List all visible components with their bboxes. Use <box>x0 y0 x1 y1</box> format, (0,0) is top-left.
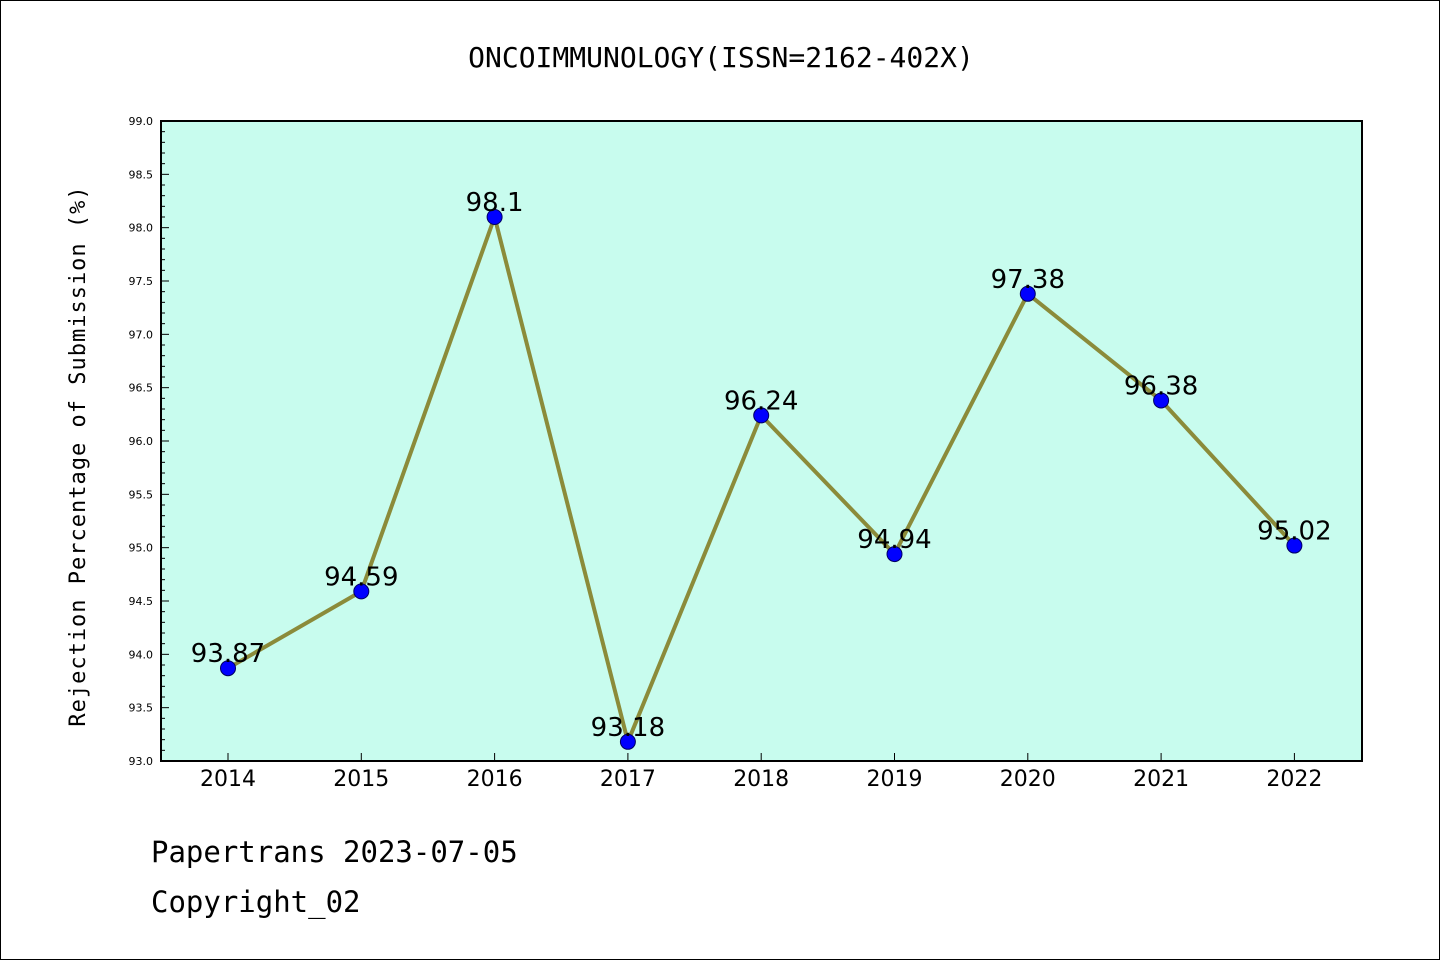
y-tick-label: 94.0 <box>129 648 154 661</box>
data-label: 93.87 <box>191 639 265 669</box>
data-label: 94.94 <box>857 525 931 555</box>
y-tick-label: 97.0 <box>129 328 154 341</box>
y-tick-label: 98.5 <box>129 168 154 181</box>
y-tick-label: 96.5 <box>129 382 154 395</box>
data-labels: 93.87 94.59 98.1 93.18 96.24 94.94 97.38 96.38 9… <box>191 188 1332 743</box>
x-tick-label: 2015 <box>333 767 389 792</box>
y-tick-label: 95.5 <box>129 488 154 501</box>
data-label: 96.38 <box>1124 371 1198 401</box>
y-tick-label: 93.0 <box>129 755 154 768</box>
data-point <box>619 733 636 750</box>
data-point <box>353 583 370 600</box>
x-axis-ticks: 2014 2015 2016 2017 2018 2019 2020 2021 2022 <box>200 753 1322 792</box>
data-label: 93.18 <box>591 713 665 743</box>
y-axis-label: Rejection Percentage of Submission (%) <box>66 185 91 726</box>
data-markers <box>220 209 1303 750</box>
data-point <box>220 660 236 677</box>
data-point <box>753 407 770 424</box>
y-tick-label: 96.0 <box>129 435 154 448</box>
data-point <box>1153 392 1170 409</box>
data-point <box>1286 537 1303 554</box>
x-tick-label: 2020 <box>1000 767 1056 792</box>
x-tick-label: 2014 <box>200 767 256 792</box>
data-point <box>886 546 903 563</box>
x-tick-label: 2019 <box>867 767 923 792</box>
x-tick-label: 2022 <box>1266 767 1322 792</box>
plot-border <box>160 120 1363 762</box>
source-date-text: Papertrans 2023-07-05 <box>151 835 518 869</box>
x-tick-label: 2016 <box>467 767 523 792</box>
data-label: 97.38 <box>991 265 1065 295</box>
data-label: 95.02 <box>1257 517 1331 547</box>
y-tick-label: 95.0 <box>129 542 154 555</box>
x-tick-label: 2021 <box>1133 767 1189 792</box>
y-tick-label: 93.5 <box>129 702 154 715</box>
data-point <box>1019 285 1036 302</box>
plot-area <box>161 121 1362 761</box>
y-tick-label: 99.0 <box>129 115 154 128</box>
copyright-text: Copyright_02 <box>151 885 361 919</box>
data-point <box>486 209 503 225</box>
chart-title: ONCOIMMUNOLOGY(ISSN=2162-402X) <box>468 41 974 74</box>
data-label: 96.24 <box>724 386 798 416</box>
y-tick-label: 98.0 <box>129 222 154 235</box>
data-label: 94.59 <box>324 562 398 592</box>
y-tick-label: 94.5 <box>129 595 154 608</box>
x-tick-label: 2017 <box>600 767 656 792</box>
y-tick-label: 97.5 <box>129 275 154 288</box>
x-tick-label: 2018 <box>733 767 789 792</box>
data-label: 98.1 <box>466 188 524 218</box>
